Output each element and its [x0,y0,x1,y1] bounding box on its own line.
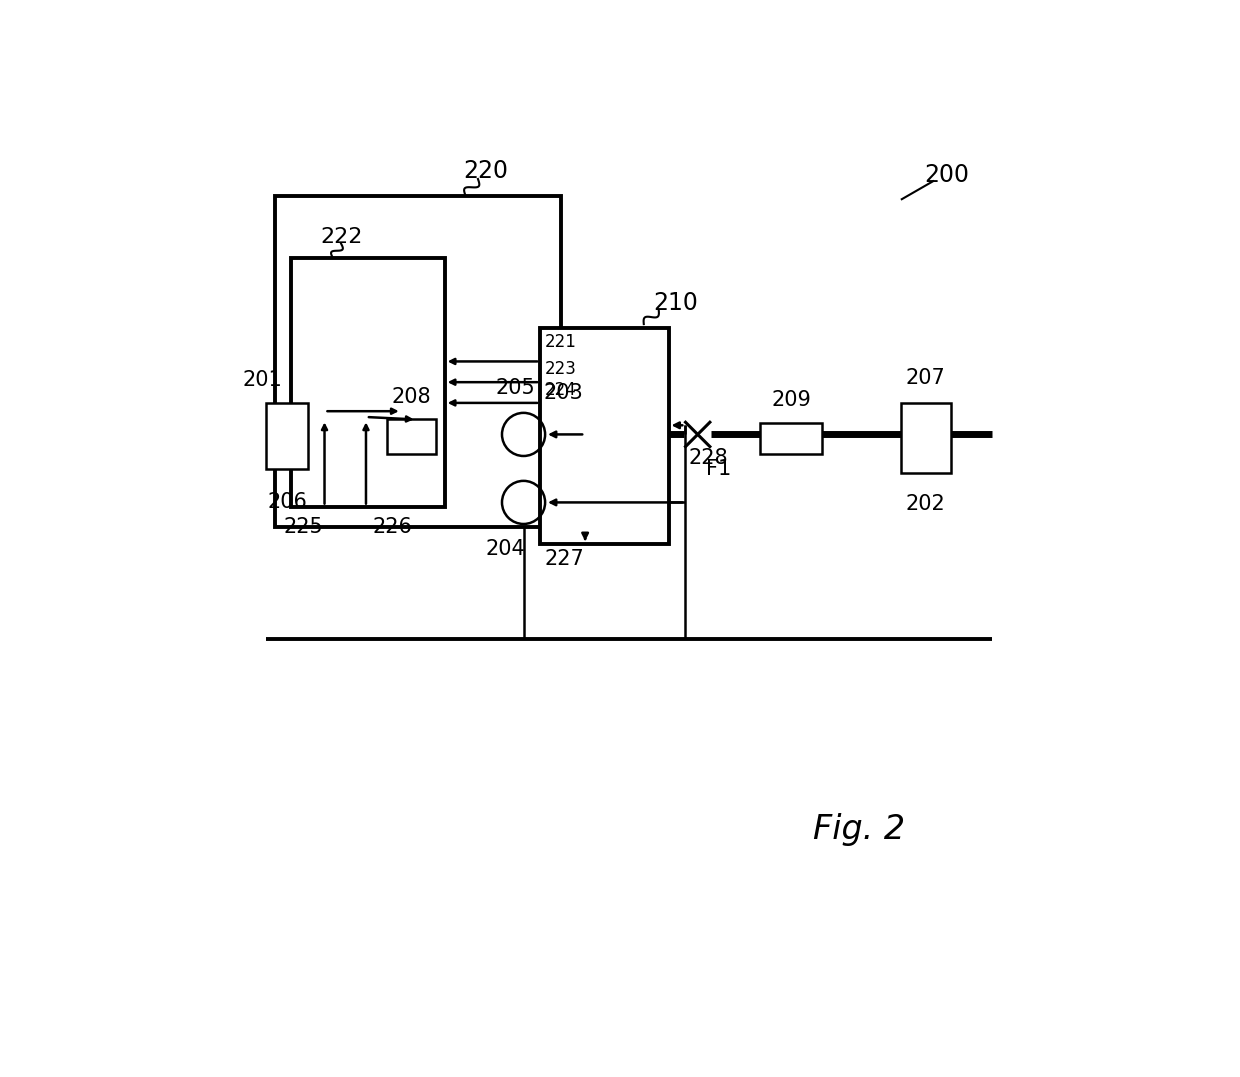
Text: 207: 207 [906,368,946,388]
Text: 225: 225 [284,517,324,537]
FancyBboxPatch shape [760,423,822,454]
Text: 202: 202 [906,494,946,514]
Text: 228: 228 [688,448,728,467]
FancyBboxPatch shape [387,419,436,454]
Text: Fig. 2: Fig. 2 [813,813,905,847]
FancyBboxPatch shape [291,257,445,506]
Text: 205: 205 [495,378,536,397]
Text: 208: 208 [392,387,432,407]
Text: 209: 209 [771,390,811,410]
FancyBboxPatch shape [541,328,668,544]
Text: 227: 227 [544,549,584,569]
Text: 206: 206 [268,492,308,513]
Text: 221: 221 [544,334,577,351]
Text: 203: 203 [543,383,583,403]
Text: 204: 204 [485,538,526,559]
Text: 201: 201 [243,370,283,391]
FancyBboxPatch shape [275,196,560,528]
Text: 220: 220 [464,158,508,183]
FancyBboxPatch shape [267,403,308,470]
Text: 222: 222 [320,227,362,247]
Text: 223: 223 [544,360,577,378]
FancyBboxPatch shape [901,403,951,474]
Text: 226: 226 [372,517,413,537]
Text: 210: 210 [653,292,698,316]
Text: F1: F1 [706,459,732,479]
Text: 200: 200 [924,163,968,186]
Text: 224: 224 [544,381,577,398]
